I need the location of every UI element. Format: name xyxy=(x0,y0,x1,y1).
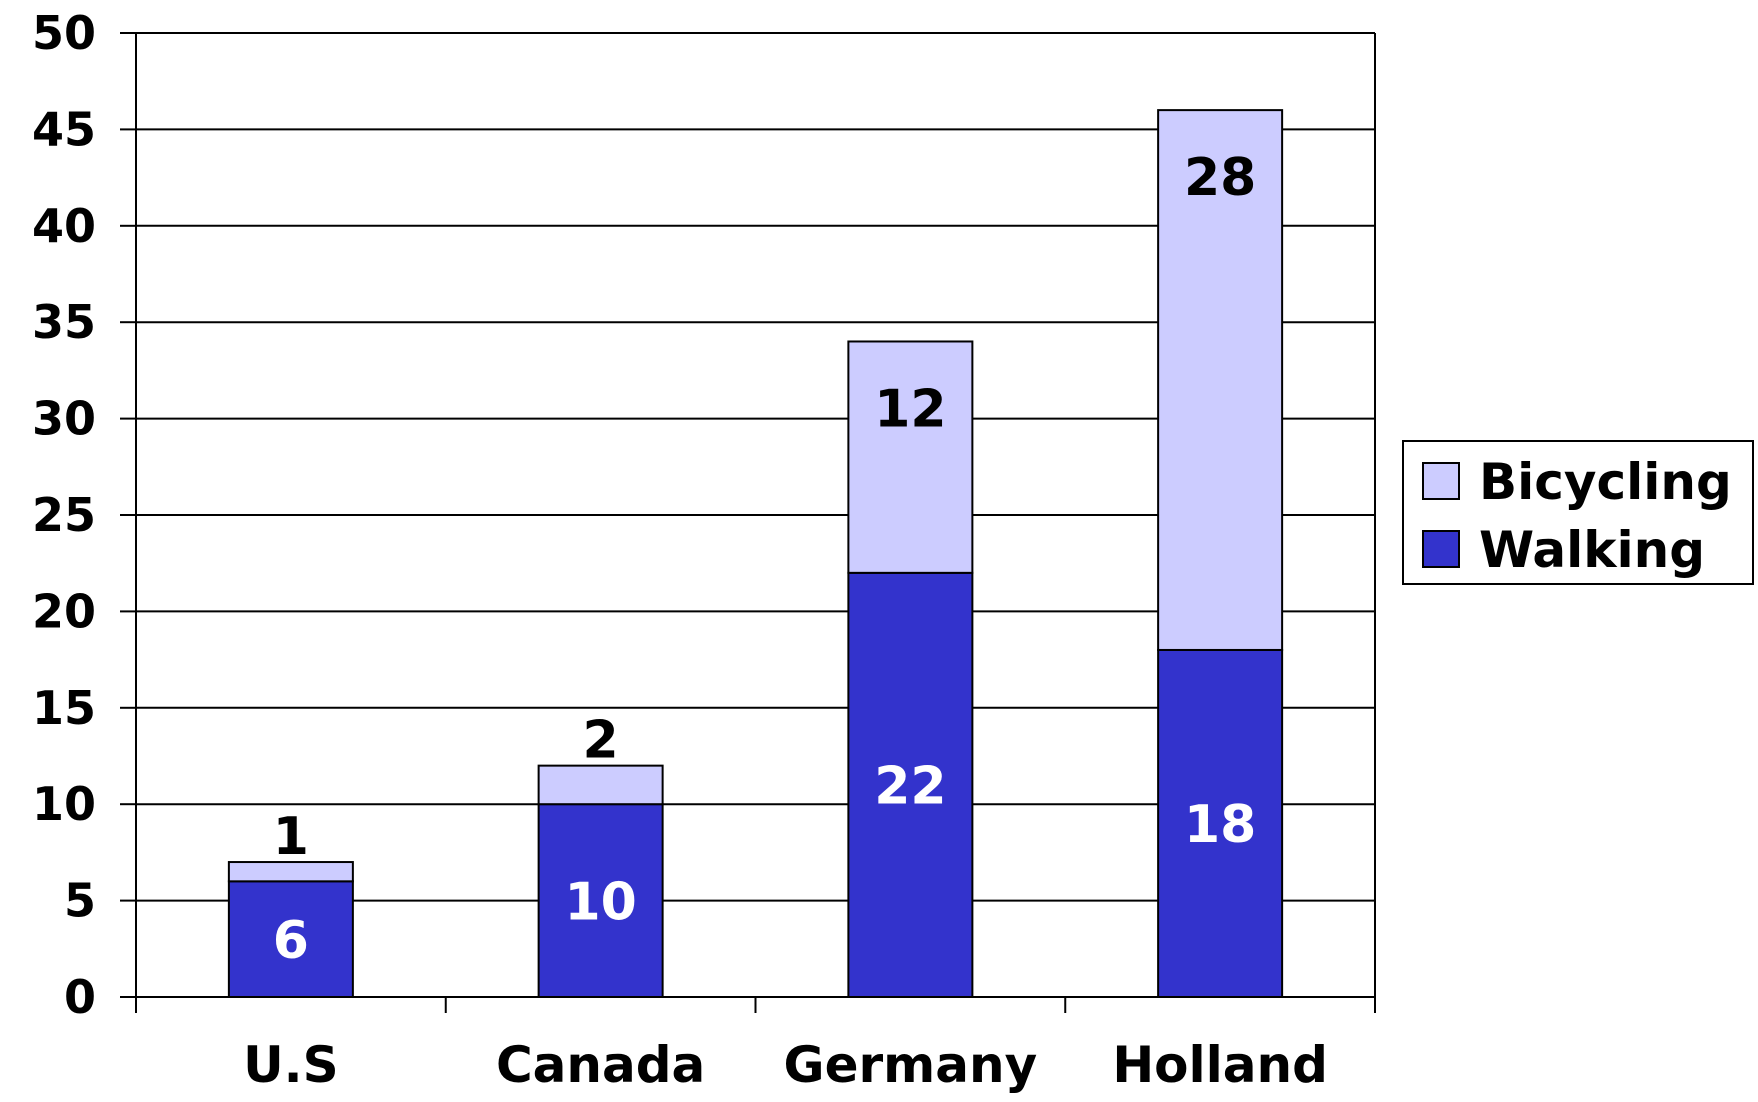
y-tick-label: 15 xyxy=(32,681,96,735)
legend-swatch-walking xyxy=(1422,530,1460,568)
bar-segment-walking xyxy=(1157,648,1284,999)
y-tick-label: 20 xyxy=(32,584,96,638)
y-tick-label: 50 xyxy=(32,6,96,60)
data-label: 22 xyxy=(874,757,946,817)
legend: Bicycling Walking xyxy=(1402,440,1754,585)
bar-segment-bicycling xyxy=(847,340,974,574)
y-tick-label: 35 xyxy=(32,295,96,349)
data-label: 18 xyxy=(1184,795,1256,855)
data-label: 10 xyxy=(564,872,636,932)
x-category-label: Canada xyxy=(496,1036,705,1094)
y-tick-label: 5 xyxy=(64,874,96,928)
x-category-label: Holland xyxy=(1112,1036,1328,1094)
legend-label-walking: Walking xyxy=(1479,521,1705,579)
y-tick-label: 10 xyxy=(32,777,96,831)
bar-segment-bicycling xyxy=(227,861,354,883)
y-tick-label: 25 xyxy=(32,488,96,542)
bars xyxy=(227,109,1284,999)
legend-label-bicycling: Bicycling xyxy=(1479,453,1732,511)
bar-segment-walking xyxy=(847,571,974,999)
data-label: 6 xyxy=(273,911,309,971)
legend-box xyxy=(1402,440,1754,585)
data-label: 1 xyxy=(273,807,309,867)
bar-segment-walking xyxy=(537,803,664,999)
x-category-label: Germany xyxy=(784,1036,1038,1094)
data-label: 2 xyxy=(583,711,619,771)
y-tick-label: 45 xyxy=(32,102,96,156)
data-label: 12 xyxy=(874,379,946,439)
axes: 0 5 10 15 20 25 30 35 40 45 50 U.S Canada Germany Holl… xyxy=(32,6,1376,1094)
bar-segment-walking xyxy=(227,880,354,999)
legend-swatch-bicycling xyxy=(1422,462,1460,500)
y-tick-label: 0 xyxy=(64,970,96,1024)
bar-segment-bicycling xyxy=(1157,109,1284,651)
y-tick-label: 30 xyxy=(32,392,96,446)
y-tick-label: 40 xyxy=(32,199,96,253)
data-label: 28 xyxy=(1184,148,1256,208)
x-category-label: U.S xyxy=(243,1036,339,1094)
bar-segment-bicycling xyxy=(537,764,664,806)
